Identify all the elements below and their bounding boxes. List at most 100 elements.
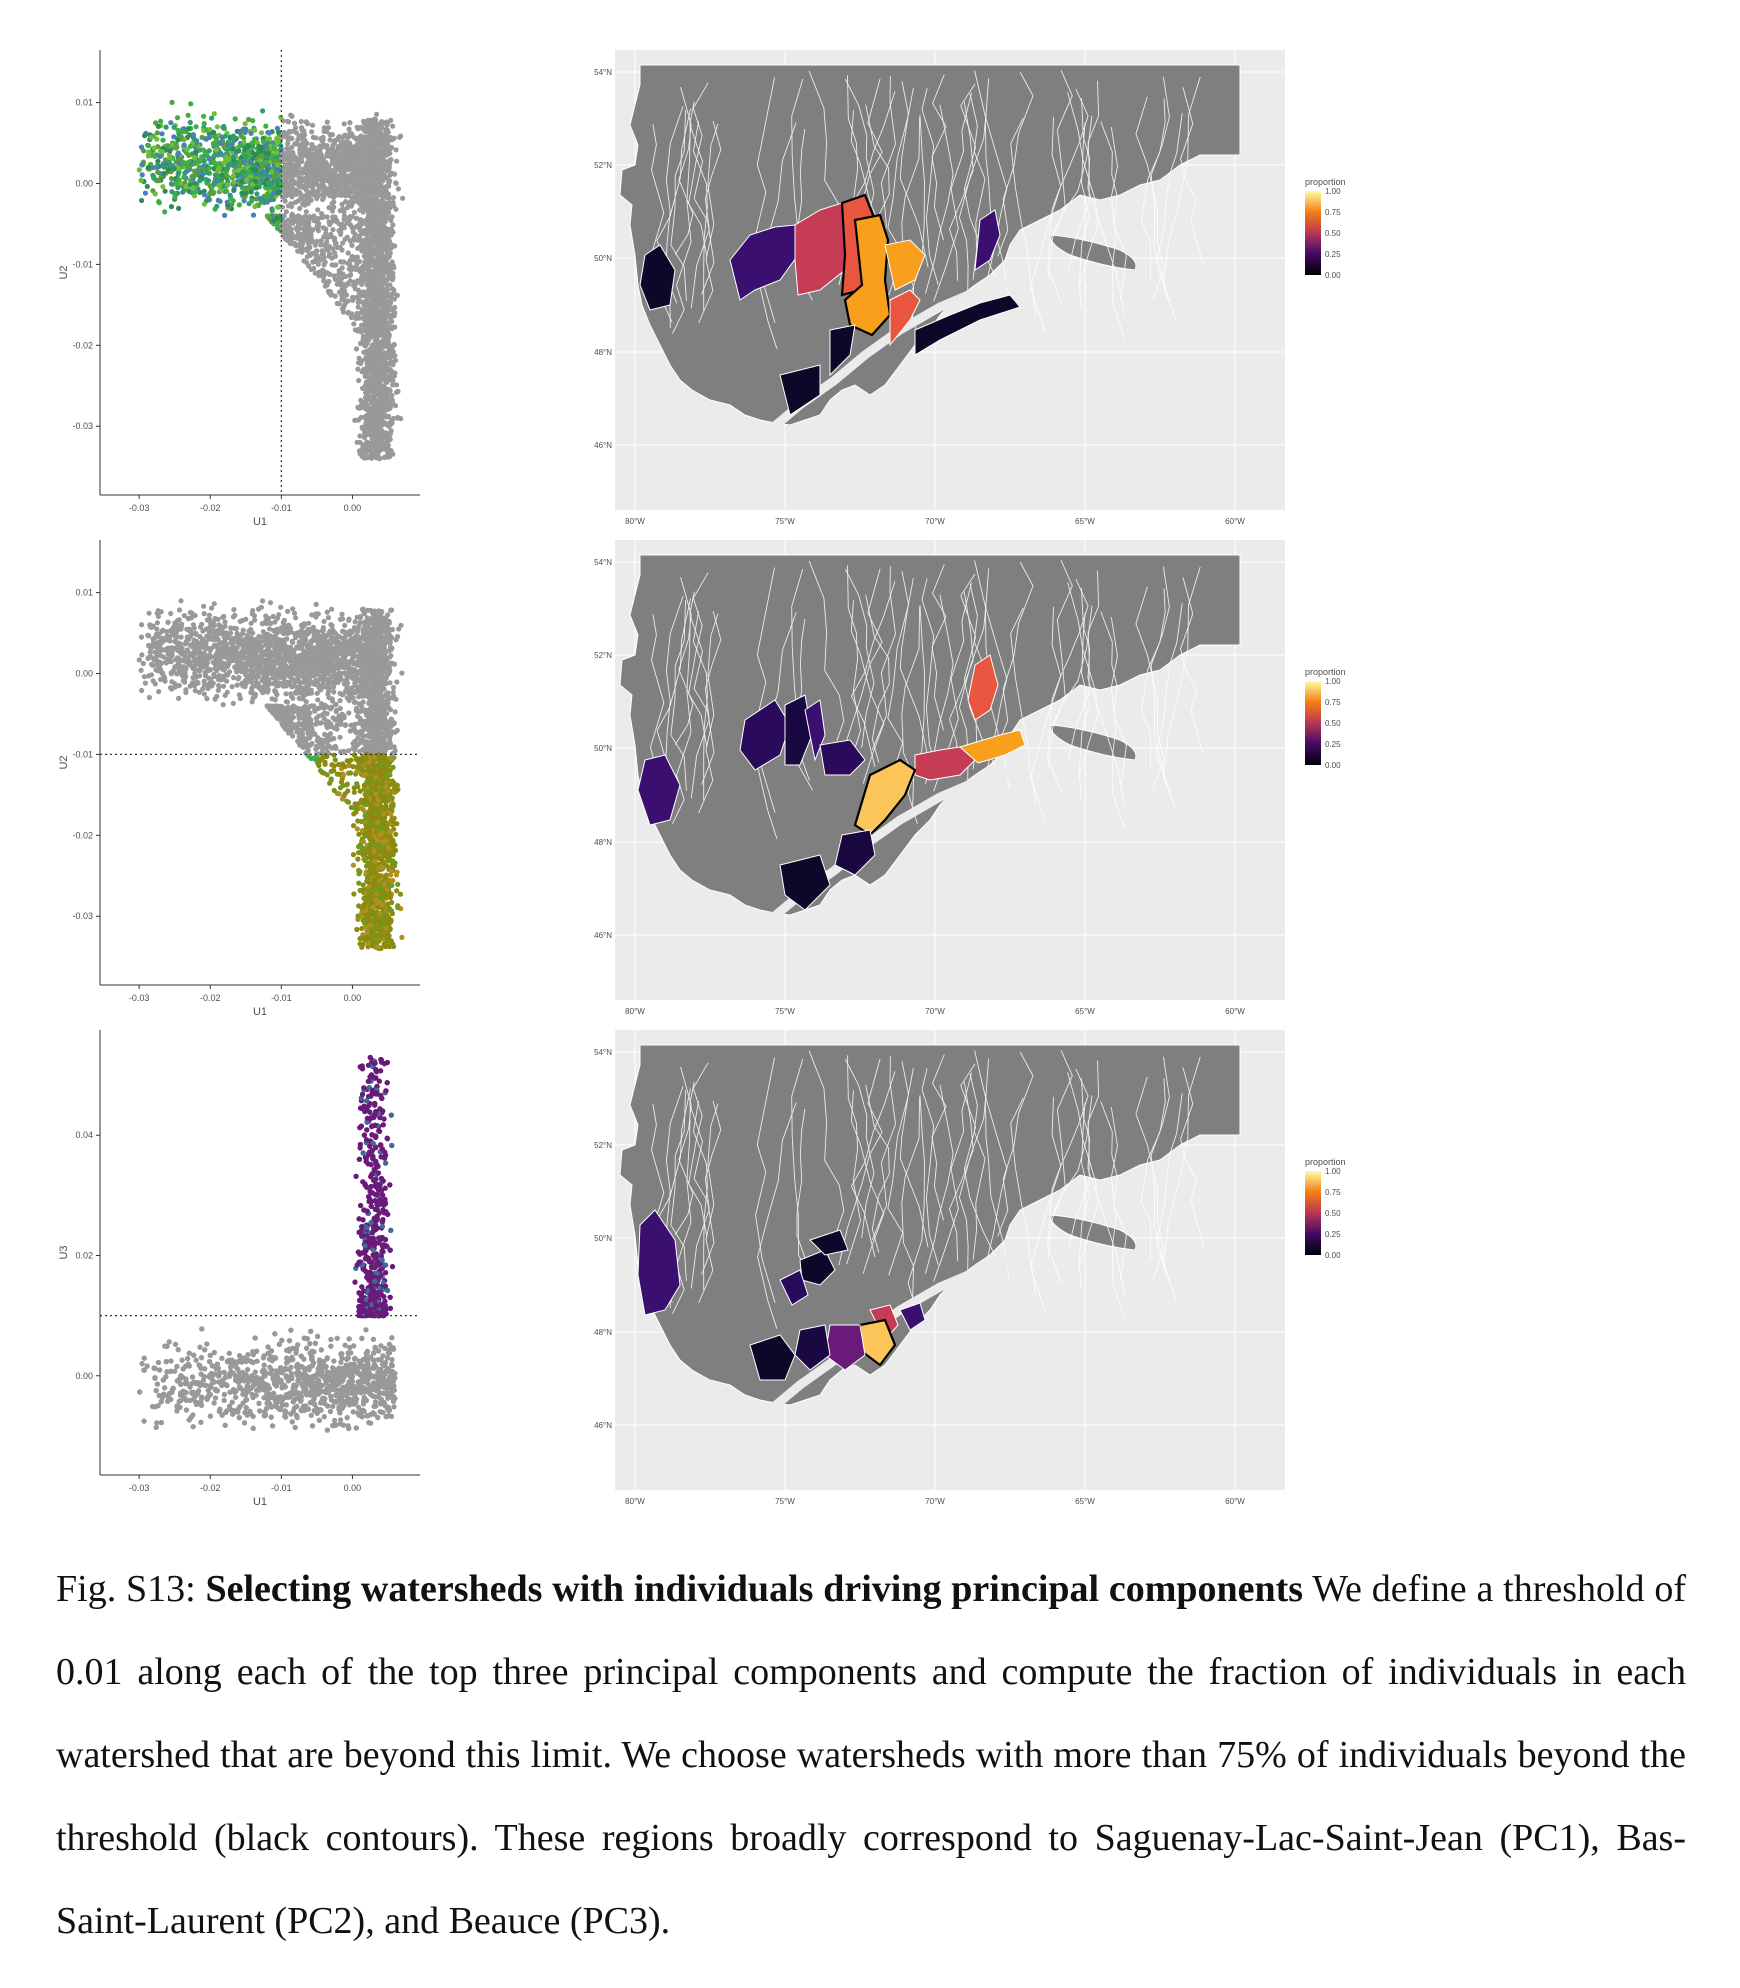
data-point	[363, 192, 369, 198]
data-point	[231, 187, 237, 193]
data-point	[368, 365, 374, 371]
data-point	[202, 149, 209, 155]
data-point	[339, 306, 345, 312]
data-point	[157, 153, 163, 159]
data-point	[358, 227, 364, 233]
data-point	[362, 134, 368, 140]
data-point	[369, 379, 375, 385]
data-point	[325, 615, 331, 621]
data-point	[224, 199, 230, 205]
data-point	[299, 245, 305, 251]
data-point	[333, 240, 339, 246]
data-point	[248, 130, 254, 136]
data-point	[371, 429, 377, 435]
data-point	[372, 316, 378, 323]
data-point	[264, 191, 270, 197]
data-point	[189, 174, 195, 180]
data-point	[386, 344, 392, 350]
data-point	[370, 135, 376, 141]
data-point	[265, 180, 271, 186]
data-point	[206, 156, 212, 162]
data-point	[353, 142, 359, 149]
data-point	[394, 158, 400, 164]
data-point	[357, 279, 363, 285]
data-point	[356, 405, 362, 411]
data-point	[216, 166, 222, 172]
data-point	[161, 164, 167, 170]
data-point	[362, 262, 368, 268]
data-point	[377, 205, 383, 211]
data-point	[391, 342, 397, 348]
data-point	[145, 143, 152, 149]
data-point	[367, 422, 373, 429]
data-point	[300, 149, 306, 155]
data-point	[301, 235, 307, 241]
data-point	[237, 143, 244, 149]
data-point	[370, 167, 376, 173]
data-point	[175, 171, 181, 178]
data-point	[300, 170, 306, 176]
scatter-plot-pc1: -0.03 -0.02 -0.01 0.000.010.00-0.01-0.02-0.…	[58, 50, 420, 528]
data-point	[212, 152, 218, 158]
data-point	[253, 185, 260, 191]
data-point	[331, 139, 338, 146]
data-point	[330, 227, 336, 233]
data-point	[292, 141, 298, 147]
data-point	[306, 243, 312, 249]
data-point	[274, 215, 280, 221]
data-point	[320, 196, 326, 203]
data-point	[328, 168, 334, 174]
data-point	[211, 111, 217, 117]
data-point	[299, 241, 305, 247]
data-point	[341, 225, 347, 231]
data-point	[362, 356, 368, 362]
data-point	[169, 99, 175, 105]
data-point	[283, 236, 289, 242]
data-point	[206, 165, 213, 171]
data-point	[315, 697, 321, 703]
data-point	[380, 358, 386, 364]
data-point	[206, 178, 212, 184]
data-point	[295, 198, 302, 204]
data-point	[217, 140, 223, 146]
data-point	[365, 306, 371, 313]
data-point	[391, 265, 397, 271]
data-point	[327, 137, 333, 143]
data-point	[231, 157, 237, 163]
data-point	[162, 188, 168, 194]
data-point	[338, 151, 344, 157]
data-point	[192, 161, 198, 167]
data-point	[294, 242, 300, 248]
data-point	[281, 176, 287, 182]
data-point	[281, 132, 287, 138]
data-point	[232, 116, 238, 122]
data-point	[225, 182, 231, 188]
data-point	[193, 149, 199, 155]
y-tick-label: -0.01	[72, 259, 93, 269]
data-point	[169, 189, 175, 195]
data-point	[289, 144, 295, 150]
data-point	[316, 187, 322, 193]
data-point	[365, 299, 371, 305]
data-point	[278, 180, 284, 186]
data-point	[193, 124, 199, 130]
data-point	[383, 130, 389, 136]
data-point	[384, 168, 390, 174]
data-point	[266, 214, 273, 220]
data-point	[269, 206, 275, 212]
data-point	[155, 169, 161, 175]
data-point	[374, 436, 380, 442]
data-point	[379, 119, 385, 125]
data-point	[175, 127, 181, 133]
data-point	[210, 190, 216, 196]
data-point	[260, 139, 266, 145]
data-point	[357, 298, 363, 304]
data-point	[236, 163, 242, 169]
data-point	[176, 160, 182, 166]
data-point	[178, 134, 184, 140]
data-point	[328, 132, 334, 138]
data-point	[377, 143, 383, 149]
data-point	[231, 179, 237, 185]
data-point	[366, 269, 372, 275]
data-point	[374, 402, 380, 408]
